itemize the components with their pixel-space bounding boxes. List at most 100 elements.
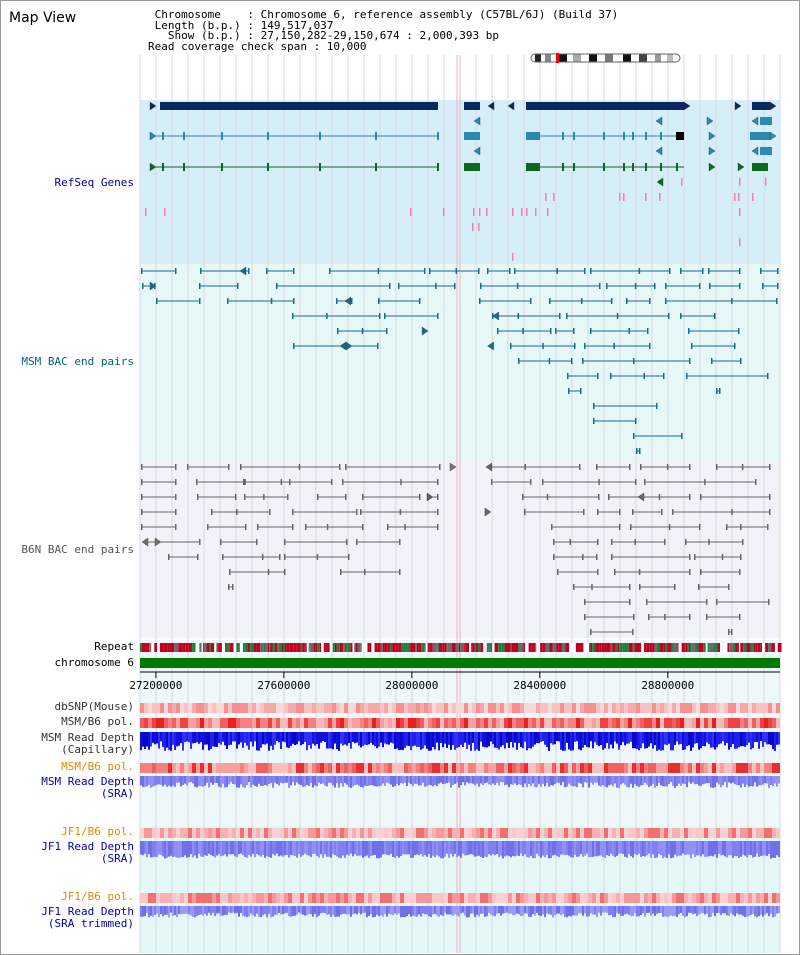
depth-bar [414,841,416,856]
snp-tick [512,253,514,261]
bac-end [399,509,402,515]
depth-bar [514,906,516,915]
bac-end [232,584,234,590]
label-jf1-read-depth-sra[interactable]: JF1 Read Depth (SRA) [4,841,134,865]
label-dbsnp[interactable]: dbSNP(Mouse) [54,700,134,713]
heat-cell [200,893,204,903]
depth-bar [392,776,394,788]
label-msm-b6-pol-1[interactable]: MSM/B6 pol. [61,715,134,728]
depth-bar [302,841,304,856]
bac-end [211,509,213,515]
repeat-segment [250,643,254,652]
b6n-bac-end-pairs-track[interactable] [141,462,771,635]
bac-end [680,268,682,274]
msm-read-depth-capillary-track[interactable] [140,732,780,751]
bac-end [739,283,741,289]
heat-cell [256,893,260,903]
jf1-read-depth-sra-track[interactable] [140,841,780,859]
heat-cell [680,703,684,713]
exon [183,163,185,171]
label-msm-read-depth-capillary[interactable]: MSM Read Depth (Capillary) [4,732,134,756]
msm-b6-pol-track-2[interactable] [140,763,780,773]
repeat-segment [305,643,307,652]
depth-bar [232,906,234,913]
depth-bar [340,906,342,915]
repeat-segment [253,643,257,652]
ideogram-band [661,54,667,62]
heat-cell [728,718,732,728]
jf1-b6-pol-track-1[interactable] [140,828,780,838]
bac-end [316,554,319,560]
heat-cell [524,703,528,713]
depth-bar [354,732,356,744]
label-jf1-b6-pol-2[interactable]: JF1/B6 pol. [61,890,134,903]
depth-bar [458,732,460,747]
msm-read-depth-sra-track[interactable] [140,776,780,788]
depth-bar [460,732,462,745]
depth-bar [706,776,708,784]
heat-cell [576,703,580,713]
label-jf1-b6-pol-1[interactable]: JF1/B6 pol. [61,825,134,838]
depth-bar [290,776,292,786]
heat-cell [684,703,688,713]
depth-bar [646,732,648,749]
depth-bar [394,906,396,914]
dbsnp-track[interactable] [140,703,780,713]
repeat-segment [178,643,180,652]
repeat-track[interactable] [140,643,782,652]
bac-end [389,283,391,289]
depth-bar [298,841,300,855]
msm-bac-end-pairs-track[interactable] [141,266,779,454]
depth-bar [236,732,238,749]
heat-cell [652,763,656,773]
msm-b6-pol-track-1[interactable] [140,718,780,728]
repeat-segment [398,643,402,652]
depth-bar [188,841,190,858]
depth-bar [346,732,348,746]
jf1-read-depth-trimmed-track[interactable] [140,906,780,918]
depth-bar [746,732,748,746]
chromosome-ideogram[interactable] [530,53,682,63]
depth-bar [554,776,556,784]
heat-cell [160,893,164,903]
label-b6n-bac-end-pairs[interactable]: B6N BAC end pairs [21,543,134,556]
depth-bar [508,732,510,748]
heat-cell [412,703,416,713]
label-refseq-genes[interactable]: RefSeq Genes [54,176,134,189]
repeat-segment [771,643,775,652]
depth-bar [332,841,334,855]
depth-bar [670,732,672,751]
depth-bar [738,732,740,748]
depth-bar [768,906,770,917]
snp-tick [734,193,736,201]
depth-bar [634,732,636,749]
snp-tick [623,193,625,201]
bac-end [648,614,650,620]
repeat-segment [454,643,456,652]
heat-cell [708,893,712,903]
depth-bar [442,776,444,785]
depth-bar [430,906,432,918]
heat-cell [236,828,240,838]
label-msm-b6-pol-2[interactable]: MSM/B6 pol. [61,760,134,773]
label-msm-read-depth-sra[interactable]: MSM Read Depth (SRA) [4,776,134,800]
depth-bar [484,732,486,748]
heat-cell [584,763,588,773]
repeat-segment [628,643,633,652]
bac-end [517,313,520,319]
label-msm-bac-end-pairs[interactable]: MSM BAC end pairs [21,355,134,368]
repeat-segment [582,643,584,652]
depth-bar [526,776,528,788]
jf1-b6-pol-track-2[interactable] [140,893,780,903]
depth-bar [188,906,190,915]
heat-cell [636,763,640,773]
bac-end [305,524,307,530]
depth-bar [672,906,674,917]
depth-bar [580,776,582,784]
label-jf1-read-depth-sra-trimmed[interactable]: JF1 Read Depth (SRA trimmed) [4,906,134,930]
depth-bar [562,841,564,855]
bac-end [632,509,634,515]
repeat-segment [626,643,629,652]
depth-bar [346,776,348,785]
